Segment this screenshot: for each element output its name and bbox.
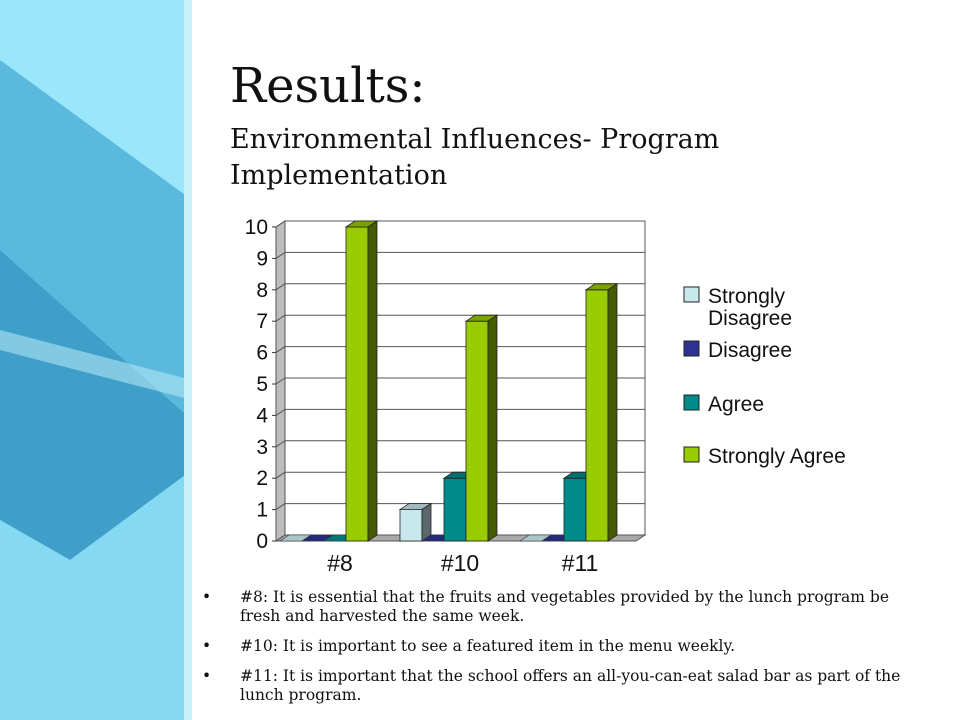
legend-swatch [683, 394, 700, 411]
gridline-diagonal [275, 283, 286, 291]
panel-light-facet [0, 0, 192, 200]
bar [399, 509, 423, 542]
y-tick-label: 1 [256, 499, 268, 522]
legend-label-line2: Disagree [708, 307, 792, 330]
panel-highlight-stripe [0, 330, 192, 400]
y-tick-label: 3 [256, 436, 268, 459]
x-tick-label: #10 [441, 550, 479, 576]
y-tick-label: 7 [256, 310, 268, 333]
note-bullet: • [202, 667, 212, 685]
bar-side [367, 220, 378, 542]
legend-label: Strongly Agree [708, 445, 846, 468]
gridline-diagonal [275, 314, 286, 322]
y-tick-label: 5 [256, 373, 268, 396]
gridline-diagonal [275, 346, 286, 354]
legend-swatch [683, 340, 700, 357]
note-item: • #10: It is important to see a featured … [202, 637, 932, 656]
legend-label: Disagree [708, 339, 792, 362]
legend-label: Agree [708, 393, 764, 416]
y-tick-label: 10 [245, 216, 268, 239]
bar-side [421, 502, 432, 542]
gridline-diagonal [275, 503, 286, 511]
note-text: #8: It is essential that the fruits and … [240, 588, 889, 625]
gridline-diagonal [275, 220, 286, 228]
bar [345, 226, 369, 542]
y-tick-label: 0 [256, 530, 268, 553]
y-tick-label: 8 [256, 279, 268, 302]
bar [585, 289, 609, 542]
bar [443, 477, 467, 542]
x-tick-label: #11 [562, 550, 599, 576]
gridline-diagonal [275, 534, 286, 542]
note-bullet: • [202, 588, 212, 606]
y-tick-label: 9 [256, 247, 268, 270]
panel-bottom-facet [0, 470, 192, 720]
legend-swatch [683, 286, 700, 303]
slide-subtitle: Environmental Influences- Program Implem… [230, 124, 720, 191]
y-tick-label: 4 [256, 404, 268, 427]
bar [563, 477, 587, 542]
note-bullet: • [202, 637, 212, 655]
bar-side [607, 283, 618, 542]
chart-plot-area: 0 1 2 3 4 5 6 7 8 9 10 #8 #10 #11 [245, 216, 647, 576]
legend-label: Strongly [708, 285, 786, 308]
gridline-diagonal [275, 471, 286, 479]
gridline-diagonal [275, 408, 286, 416]
question-notes: • #8: It is essential that the fruits and… [202, 588, 932, 716]
decorative-side-panel [0, 0, 192, 720]
note-item: • #11: It is important that the school of… [202, 667, 932, 705]
bar [465, 320, 489, 542]
panel-edge [184, 0, 192, 720]
panel-dark-facet [0, 250, 192, 560]
y-tick-label: 2 [256, 467, 268, 490]
note-item: • #8: It is essential that the fruits and… [202, 588, 932, 626]
note-text: #11: It is important that the school off… [240, 667, 901, 704]
y-tick-label: 6 [256, 342, 268, 365]
panel-mid-facet [0, 60, 192, 420]
note-text: #10: It is important to see a featured i… [240, 637, 736, 655]
bar-side [487, 314, 498, 542]
legend-swatch [683, 446, 700, 463]
x-tick-label: #8 [327, 550, 353, 576]
slide-title: Results: [230, 58, 426, 114]
gridline-diagonal [275, 377, 286, 385]
gridline-diagonal [275, 251, 286, 259]
gridline-diagonal [275, 440, 286, 448]
